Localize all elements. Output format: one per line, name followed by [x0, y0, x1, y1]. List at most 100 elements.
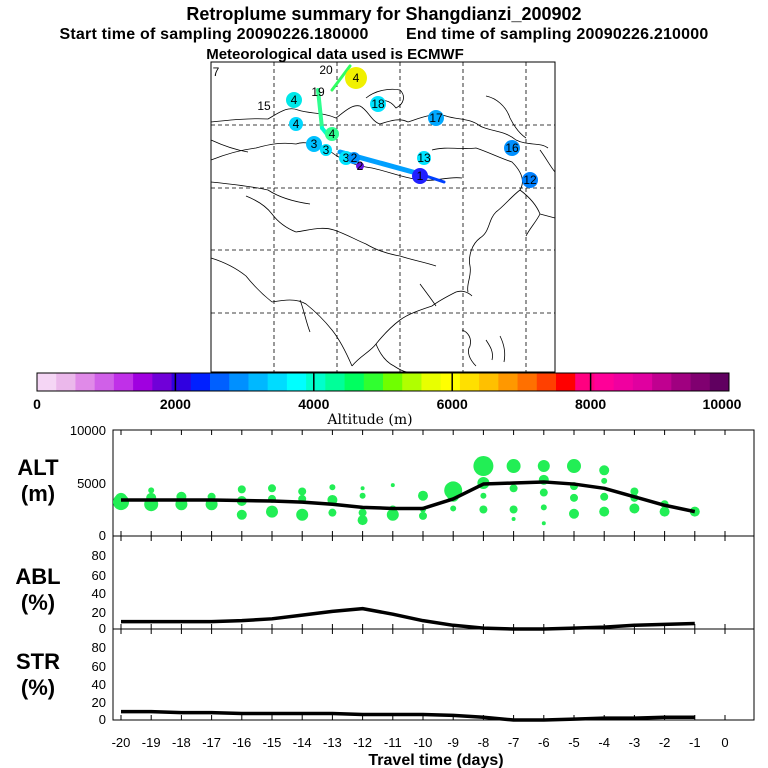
- trajectory-day-label: 12: [523, 173, 537, 187]
- x-tick-label: -13: [323, 735, 342, 750]
- colorbar-tick-label: 6000: [437, 396, 468, 412]
- x-tick-label: -19: [142, 735, 161, 750]
- alt-panel-unit: (m): [21, 481, 55, 506]
- str-y-tick-label: 40: [92, 677, 106, 692]
- alt-spread-point: [390, 483, 395, 488]
- trajectory-dot: [306, 136, 322, 152]
- trajectory-dot: [286, 92, 302, 108]
- trajectory-dot: [504, 140, 520, 156]
- str-y-tick-label: 20: [92, 695, 106, 710]
- trajectory-marker: 18: [370, 96, 386, 112]
- trajectory-day-label: 3: [311, 137, 318, 151]
- colorbar-cell: [632, 373, 653, 391]
- trajectory-dot: [412, 168, 428, 184]
- alt-spread-point: [480, 492, 487, 499]
- map-coastlines: [210, 88, 556, 373]
- trajectory-marker: 4: [289, 117, 303, 131]
- altitude-colorbar: 0 2000 4000 6000 8000 10000 Altitude (m): [33, 372, 742, 428]
- start-label: Start time of sampling: [59, 26, 232, 43]
- trajectory-marker: 12: [522, 172, 538, 188]
- trajectory-marker: 4: [325, 127, 339, 141]
- alt-spread-point: [328, 508, 337, 517]
- alt-panel-frame: [112, 429, 755, 537]
- abl-panel-label: ABL: [15, 564, 60, 589]
- trajectory-day-label: 20: [319, 63, 333, 77]
- trajectory-dot: [345, 67, 367, 89]
- x-tick-label: -1: [689, 735, 701, 750]
- alt-spread-point: [506, 459, 521, 474]
- colorbar-cell: [498, 373, 518, 391]
- x-tick-label: -3: [629, 735, 641, 750]
- series-line-abl: [121, 606, 695, 631]
- str-y-tick-label: 60: [92, 659, 106, 674]
- colorbar-cell: [536, 373, 557, 391]
- trajectory-day-label: 19: [311, 85, 325, 99]
- alt-spread-point: [419, 511, 427, 520]
- trajectory-day-label: 4: [291, 93, 298, 107]
- trajectory-day-label: 2: [357, 159, 364, 173]
- colorbar-cell: [210, 373, 230, 391]
- colorbar-cell: [402, 373, 422, 391]
- alt-spread-point: [418, 490, 428, 501]
- alt-spread-point: [509, 505, 518, 514]
- colorbar-cell: [690, 373, 711, 391]
- x-tick-label: -7: [508, 735, 520, 750]
- colorbar-cell: [575, 373, 595, 391]
- x-tick-label: -10: [414, 735, 433, 750]
- alt-spread-point: [329, 484, 336, 491]
- str-panel-label: STR: [16, 649, 60, 674]
- alt-y-tick-label: 0: [99, 528, 106, 543]
- x-tick-label: -4: [598, 735, 610, 750]
- alt-spread-point: [537, 460, 550, 473]
- x-tick-label: -8: [478, 735, 490, 750]
- alt-spread-point: [357, 515, 368, 526]
- sampling-times: Start time of sampling 20090226.180000 E…: [0, 27, 768, 43]
- alt-y-tick-label: 10000: [70, 423, 106, 438]
- end-label: End time of sampling: [405, 26, 572, 43]
- trajectory-dot: [370, 96, 386, 112]
- trajectory-marker: 3: [320, 143, 332, 157]
- trajectory-dot: [522, 172, 538, 188]
- x-tick-labels: -20 -19 -18 -17 -16 -15 -14 -13 -12 -11 -10 -9 -8 -7-…: [112, 735, 729, 750]
- colorbar-cell: [248, 373, 269, 391]
- trajectory-dot: [348, 152, 360, 164]
- colorbar-cell: [152, 373, 172, 391]
- alt-spread-point: [659, 506, 670, 517]
- colorbar-cell: [171, 373, 192, 391]
- trajectory-dot: [356, 162, 364, 170]
- alt-panel-label: ALT: [17, 455, 59, 480]
- colorbar-tick-label: 0: [33, 396, 41, 412]
- x-tick-label: -17: [202, 735, 221, 750]
- alt-spread-point: [600, 492, 609, 501]
- alt-spread-point: [237, 485, 246, 494]
- colorbar-cell: [556, 373, 576, 391]
- colorbar-cell: [37, 373, 57, 391]
- trajectory-day-label: 16: [505, 141, 519, 155]
- x-tick-label: -16: [232, 735, 251, 750]
- trajectory-day-label: 15: [257, 99, 271, 113]
- x-tick-label: -14: [293, 735, 312, 750]
- colorbar-cell: [613, 373, 634, 391]
- alt-spread-point: [236, 509, 247, 520]
- alt-spread-point: [629, 503, 640, 514]
- colorbar-cell: [363, 373, 384, 391]
- trajectory-day-label: 2: [351, 151, 358, 165]
- colorbar-frame: [36, 372, 730, 392]
- colorbar-cell: [56, 373, 76, 391]
- abl-y-tick-label: 20: [92, 605, 106, 620]
- trajectory-marker: 15: [257, 99, 271, 113]
- alt-spread-point: [601, 477, 608, 484]
- colorbar-cell: [594, 373, 615, 391]
- alt-spread-point: [358, 508, 367, 517]
- x-tick-label: -18: [172, 735, 191, 750]
- alt-spread-point: [599, 465, 610, 476]
- alt-spread-point: [599, 506, 610, 517]
- colorbar-cell: [113, 373, 134, 391]
- str-panel-frame: [112, 628, 755, 721]
- end-time: 20090226.210000: [576, 26, 709, 43]
- colorbar-cell: [383, 373, 403, 391]
- start-time: 20090226.180000: [236, 26, 369, 43]
- colorbar-tick-label: 8000: [575, 396, 606, 412]
